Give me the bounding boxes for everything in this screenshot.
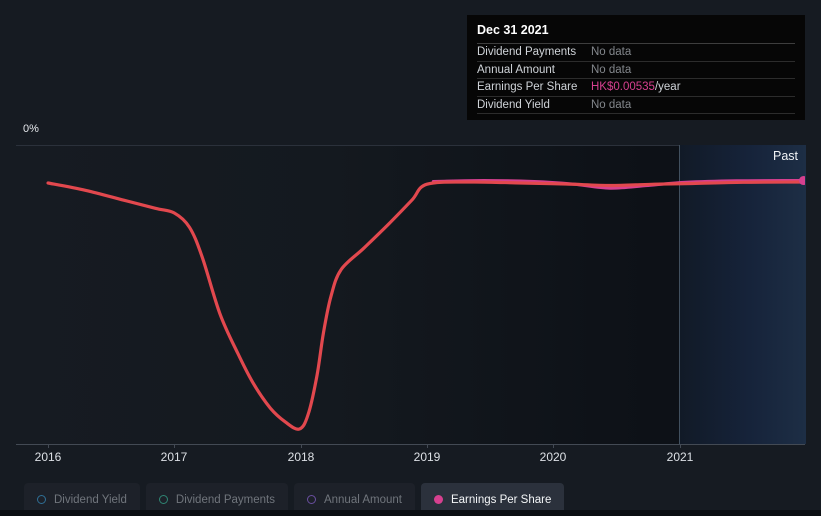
top-gridline (16, 145, 805, 146)
tooltip-row-dividend-payments: Dividend Payments No data (477, 44, 795, 62)
x-axis-line (16, 444, 805, 445)
x-axis-label-2021: 2021 (666, 450, 694, 464)
bottom-divider (0, 510, 821, 516)
tooltip-row-annual-amount: Annual Amount No data (477, 62, 795, 79)
past-period-band: Past (679, 145, 806, 444)
tooltip-value: No data (591, 98, 632, 111)
x-tick (553, 444, 554, 448)
x-tick (680, 444, 681, 448)
x-axis-label-2020: 2020 (539, 450, 567, 464)
past-label: Past (772, 149, 798, 163)
tooltip-value: No data (591, 63, 632, 76)
tooltip-value: HK$0.00535/year (591, 81, 681, 93)
x-axis-label-2016: 2016 (34, 450, 62, 464)
y-axis-label-top: 0% (23, 123, 39, 135)
x-tick (48, 444, 49, 448)
earnings-per-share-dot-icon (433, 495, 443, 504)
dividend-payments-circle-icon (158, 495, 168, 504)
x-tick (427, 444, 428, 448)
plot-background (16, 146, 805, 444)
legend-label: Annual Amount (323, 493, 402, 506)
tooltip-value: No data (591, 46, 632, 59)
chart-tooltip: Dec 31 2021 Dividend Payments No data An… (467, 15, 805, 120)
legend-label: Dividend Payments (175, 493, 275, 506)
tooltip-label: Dividend Payments (477, 46, 577, 59)
tooltip-row-earnings-per-share: Earnings Per Share HK$0.00535/year (477, 79, 795, 97)
x-axis-label-2019: 2019 (413, 450, 441, 464)
x-tick (301, 444, 302, 448)
tooltip-date: Dec 31 2021 (477, 15, 795, 44)
tooltip-label: Annual Amount (477, 63, 556, 76)
eps-line-chart[interactable] (16, 145, 805, 444)
x-axis-label-2018: 2018 (287, 450, 315, 464)
x-axis-label-2017: 2017 (160, 450, 188, 464)
tooltip-label: Dividend Yield (477, 98, 550, 111)
legend-label: Dividend Yield (54, 493, 127, 506)
eps-value: HK$0.00535 (591, 81, 655, 94)
eps-value-suffix: /year (654, 81, 681, 94)
tooltip-label: Earnings Per Share (477, 81, 578, 94)
tooltip-row-dividend-yield: Dividend Yield No data (477, 97, 795, 114)
dividend-yield-circle-icon (37, 495, 46, 504)
annual-amount-circle-icon (306, 495, 316, 504)
legend-label: Earnings Per Share (450, 493, 552, 506)
x-tick (174, 444, 175, 448)
